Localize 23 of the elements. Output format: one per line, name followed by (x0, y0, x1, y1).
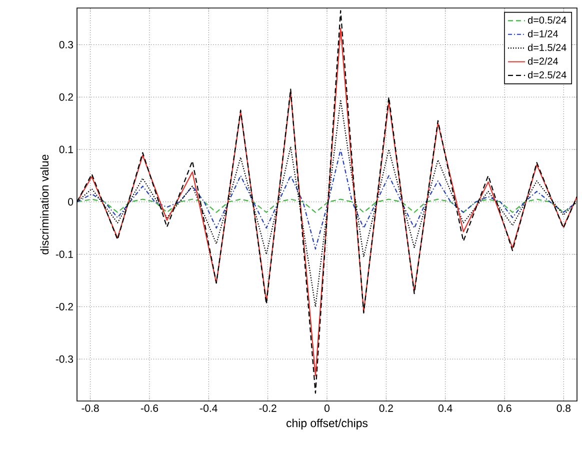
y-tick-label: 0.2 (59, 93, 73, 101)
y-tick-label: 0 (68, 198, 74, 206)
x-tick-label: -0.2 (259, 404, 276, 412)
y-axis-title: discrimination value (40, 154, 49, 254)
y-tick-label: -0.2 (56, 302, 73, 310)
legend-label: d=1/24 (528, 30, 558, 38)
x-tick-label: 0.2 (379, 404, 393, 412)
legend-label: d=0.5/24 (528, 16, 566, 24)
x-tick-label: 0.6 (498, 404, 512, 412)
x-tick-label: -0.6 (140, 404, 158, 412)
x-tick-label: 0.4 (438, 404, 452, 412)
legend-label: d=1.5/24 (528, 44, 566, 52)
legend-label: d=2/24 (528, 57, 558, 65)
x-axis-title: chip offset/chips (286, 418, 368, 430)
x-tick-label: 0.8 (556, 404, 571, 412)
legend-label: d=2.5/24 (528, 71, 566, 78)
x-tick-label: -0.4 (200, 404, 218, 412)
y-tick-label: 0.3 (59, 40, 74, 48)
x-tick-label: 0 (324, 404, 330, 412)
x-tick-label: -0.8 (82, 404, 99, 412)
y-tick-label: -0.1 (56, 250, 73, 258)
y-tick-label: -0.3 (56, 355, 74, 363)
y-tick-label: 0.1 (59, 146, 73, 154)
